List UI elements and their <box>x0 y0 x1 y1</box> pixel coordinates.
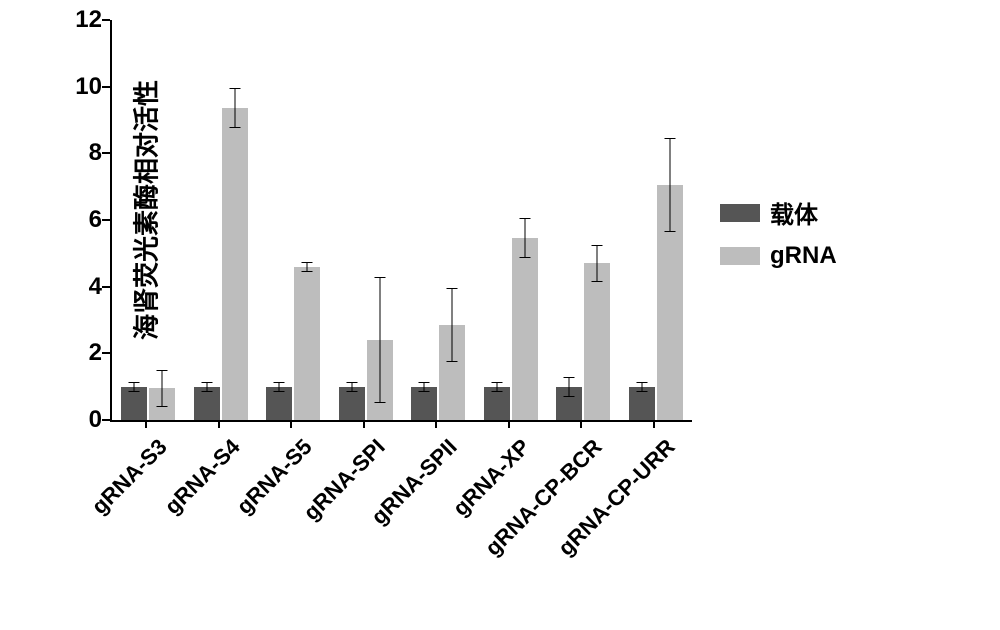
x-tick-mark <box>435 420 437 428</box>
bar-grna <box>367 340 393 420</box>
legend-item-grna: gRNA <box>720 242 837 270</box>
x-tick-mark <box>363 420 365 428</box>
error-bar <box>234 88 235 128</box>
legend: 载体 gRNA <box>720 195 837 282</box>
y-tick-label: 12 <box>62 6 102 34</box>
bar-grna <box>149 388 175 420</box>
bar-grna <box>512 238 538 420</box>
error-bar <box>351 382 352 392</box>
x-tick-mark <box>145 420 147 428</box>
error-bar <box>424 382 425 392</box>
bar-vehicle <box>556 387 582 420</box>
error-bar <box>597 245 598 282</box>
error-bar <box>524 218 525 258</box>
error-bar <box>452 288 453 361</box>
legend-swatch-vehicle <box>720 204 760 222</box>
legend-item-vehicle: 载体 <box>720 195 837 230</box>
error-bar <box>134 382 135 392</box>
bar-vehicle <box>194 387 220 420</box>
bar-group <box>257 20 330 420</box>
x-tick-mark <box>290 420 292 428</box>
bar-group <box>112 20 185 420</box>
error-bar <box>279 382 280 392</box>
y-tick-label: 10 <box>62 73 102 101</box>
bars-wrap <box>112 20 692 420</box>
y-tick-mark <box>102 419 110 421</box>
y-tick-mark <box>102 152 110 154</box>
error-bar <box>206 382 207 392</box>
bar-grna <box>584 263 610 420</box>
y-tick-label: 6 <box>62 206 102 234</box>
bar-group <box>620 20 693 420</box>
error-bar <box>162 370 163 407</box>
bar-vehicle <box>121 387 147 420</box>
bar-group <box>402 20 475 420</box>
error-bar <box>641 382 642 392</box>
bar-vehicle <box>411 387 437 420</box>
bar-group <box>475 20 548 420</box>
y-tick-mark <box>102 19 110 21</box>
bar-grna <box>294 267 320 420</box>
bar-grna <box>222 108 248 420</box>
error-bar <box>569 377 570 397</box>
y-tick-mark <box>102 286 110 288</box>
bar-vehicle <box>339 387 365 420</box>
y-tick-label: 4 <box>62 273 102 301</box>
plot-area <box>110 20 692 422</box>
bar-group <box>185 20 258 420</box>
bar-grna <box>657 185 683 420</box>
y-tick-mark <box>102 86 110 88</box>
legend-label-grna: gRNA <box>770 242 837 270</box>
bar-group <box>547 20 620 420</box>
x-tick-mark <box>218 420 220 428</box>
bar-vehicle <box>484 387 510 420</box>
error-bar <box>379 277 380 404</box>
y-tick-label: 0 <box>62 406 102 434</box>
y-tick-mark <box>102 352 110 354</box>
error-bar <box>496 382 497 392</box>
error-bar <box>307 262 308 272</box>
bar-vehicle <box>266 387 292 420</box>
y-tick-label: 2 <box>62 339 102 367</box>
bar-grna <box>439 325 465 420</box>
error-bar <box>669 138 670 231</box>
x-tick-mark <box>653 420 655 428</box>
bar-group <box>330 20 403 420</box>
chart-container: 海肾荧光素酶相对活性 载体 gRNA 024681012gRNA-S3gRNA-… <box>0 0 1000 630</box>
y-tick-label: 8 <box>62 139 102 167</box>
y-tick-mark <box>102 219 110 221</box>
legend-label-vehicle: 载体 <box>770 195 818 230</box>
x-tick-mark <box>580 420 582 428</box>
bar-vehicle <box>629 387 655 420</box>
legend-swatch-grna <box>720 247 760 265</box>
x-tick-mark <box>508 420 510 428</box>
